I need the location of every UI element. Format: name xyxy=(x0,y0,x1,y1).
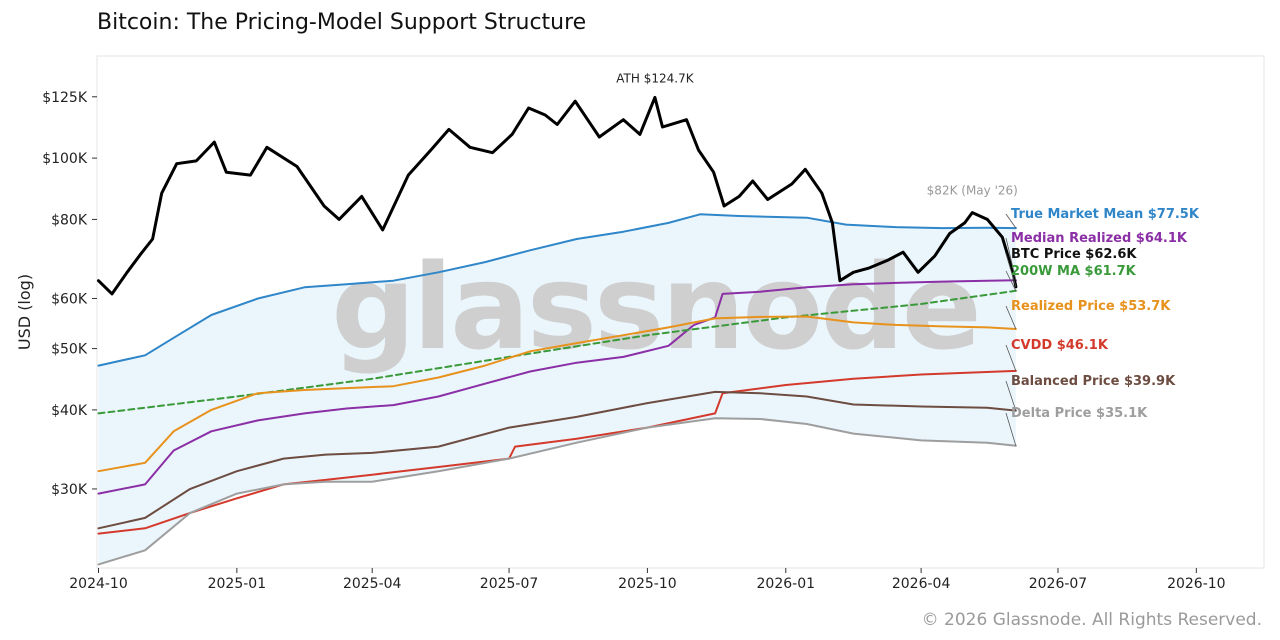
series-line-true-market-mean xyxy=(97,213,1017,367)
x-tick-label: 2026-07 xyxy=(1029,576,1088,592)
y-tick-label: $50K xyxy=(51,342,88,358)
watermark-text: glassnode xyxy=(331,238,979,376)
series-line-realized-price xyxy=(97,315,1017,473)
axes: $30K $40K $50K $60K $80K $100K $125K 2024-10 202… xyxy=(42,90,1225,592)
shaded-band xyxy=(98,214,1016,565)
series-labels: True Market Mean $77.5K Median Realized $… xyxy=(1005,207,1200,446)
annotations: ATH $124.7K $82K (May '26) xyxy=(616,71,1018,197)
series-label-true-market-mean: True Market Mean $77.5K xyxy=(1011,207,1200,222)
x-tick-label: 2025-07 xyxy=(480,576,539,592)
label-connector xyxy=(1005,305,1017,330)
annotation-text: $82K (May '26) xyxy=(927,184,1018,198)
series-line-cvdd xyxy=(97,369,1017,535)
x-tick-label: 2025-01 xyxy=(208,576,267,592)
series-label-btc-price: BTC Price $62.6K xyxy=(1011,247,1137,262)
x-tick-label: 2025-10 xyxy=(618,576,677,592)
label-connector xyxy=(1005,380,1017,411)
band-area xyxy=(98,214,1016,565)
series-line-delta-price xyxy=(97,417,1017,566)
label-connector xyxy=(1005,412,1017,446)
y-tick-label: $100K xyxy=(42,151,88,167)
label-connector xyxy=(1005,253,1017,287)
y-tick-label: $125K xyxy=(42,90,88,106)
series-label-median-realized: Median Realized $64.1K xyxy=(1011,231,1188,246)
series-label-cvdd: CVDD $46.1K xyxy=(1011,338,1109,353)
y-tick-label: $40K xyxy=(51,403,88,419)
label-connector xyxy=(1005,213,1017,229)
series-label-delta-price: Delta Price $35.1K xyxy=(1011,406,1148,421)
y-tick-label: $60K xyxy=(51,291,88,307)
x-tick-label: 2026-10 xyxy=(1167,576,1226,592)
series-line-btc-price xyxy=(97,95,1018,296)
y-tick-label: $30K xyxy=(51,482,88,498)
y-axis-label: USD (log) xyxy=(15,274,34,350)
x-tick-label: 2026-01 xyxy=(757,576,816,592)
series-lines xyxy=(97,95,1018,566)
chart-title: Bitcoin: The Pricing-Model Support Struc… xyxy=(97,10,587,35)
y-tick-label: $80K xyxy=(51,212,88,228)
x-tick-label: 2025-04 xyxy=(343,576,402,592)
label-connector xyxy=(1005,270,1017,291)
copyright-text: © 2026 Glassnode. All Rights Reserved. xyxy=(921,610,1262,630)
label-connector xyxy=(1005,344,1017,372)
label-connector xyxy=(1005,237,1017,281)
series-line-balanced-price xyxy=(97,390,1017,530)
series-label-balanced-price: Balanced Price $39.9K xyxy=(1011,374,1176,389)
annotation-text: ATH $124.7K xyxy=(616,71,694,85)
series-label-realized-price: Realized Price $53.7K xyxy=(1011,299,1171,314)
series-label-200w-ma: 200W MA $61.7K xyxy=(1011,264,1137,279)
x-tick-label: 2024-10 xyxy=(69,576,128,592)
series-line-median-realized xyxy=(97,279,1017,495)
x-tick-label: 2026-04 xyxy=(892,576,951,592)
